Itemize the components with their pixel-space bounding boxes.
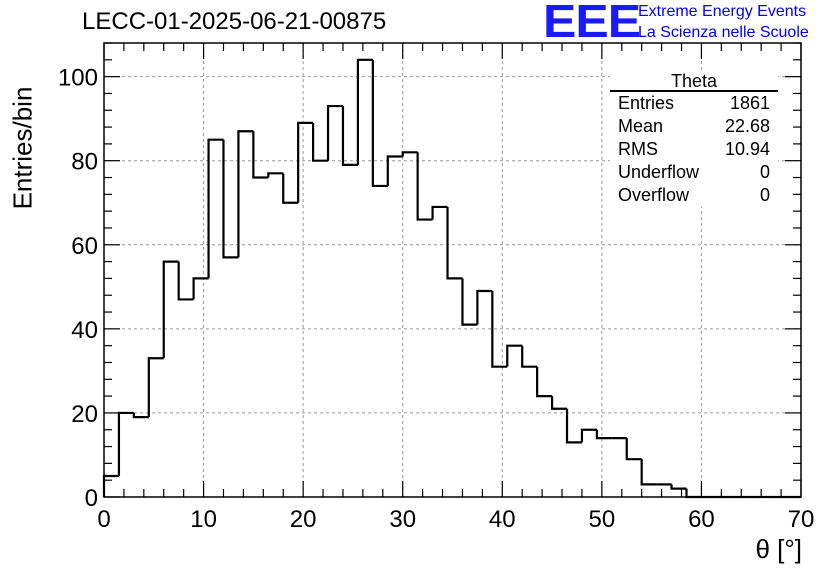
stats-box: Theta Entries 1861 Mean 22.68 RMS 10.94 …	[610, 72, 778, 207]
histogram-bar	[670, 484, 687, 490]
axes	[103, 42, 802, 498]
x-tick-label: 50	[589, 506, 616, 533]
histogram-bar	[640, 459, 657, 486]
x-axis-label: θ [°]	[755, 534, 802, 564]
logo-subtitle-line1: Extreme Energy Events	[638, 3, 807, 20]
histogram-bar	[476, 289, 493, 325]
x-tick-label: 70	[788, 506, 815, 533]
histogram-bar	[207, 138, 224, 279]
eee-logo: EEE	[543, 0, 641, 47]
y-tick-label: 0	[85, 485, 98, 512]
stats-label: Overflow	[618, 185, 690, 205]
histogram-bar	[595, 429, 612, 440]
histogram-bar	[625, 438, 642, 461]
histogram-bar	[237, 130, 254, 258]
histogram-bar	[162, 260, 179, 359]
histogram-bar	[401, 151, 418, 157]
histogram-bar	[267, 172, 284, 178]
histogram-bar	[326, 104, 343, 161]
histogram-bar	[252, 131, 269, 179]
histogram-bar	[685, 488, 702, 499]
x-tick-label: 0	[97, 506, 110, 533]
histogram-bar	[446, 206, 463, 280]
stats-value: 0	[759, 185, 770, 205]
tick-labels: 0 10 20 30 40 50 60 70 0 20 40 60 80 100	[58, 65, 814, 533]
histogram-bar	[386, 155, 403, 186]
stats-value: 10.94	[724, 139, 770, 159]
histogram-bar	[312, 122, 329, 162]
stats-row-rms: RMS 10.94	[610, 138, 778, 161]
stats-label: Entries	[618, 93, 675, 113]
x-tick-label: 40	[489, 506, 516, 533]
histogram-bar	[192, 277, 209, 300]
stats-row-mean: Mean 22.68	[610, 115, 778, 138]
plot-frame	[103, 42, 802, 498]
histogram-bar	[506, 344, 523, 367]
histogram-bar	[536, 366, 553, 398]
chart-title: LECC-01-2025-06-21-00875	[82, 8, 387, 35]
stats-row-entries: Entries 1861	[610, 92, 778, 115]
y-tick-label: 80	[71, 149, 98, 176]
stats-label: Underflow	[618, 162, 700, 182]
histogram-bar	[147, 357, 164, 418]
x-tick-label: 20	[290, 506, 317, 533]
stats-value: 1861	[729, 93, 770, 113]
histogram-bar	[491, 291, 508, 368]
y-tick-label: 100	[58, 65, 98, 92]
stats-row-overflow: Overflow 0	[610, 184, 778, 207]
x-tick-label: 60	[688, 506, 715, 533]
histogram-bar	[371, 59, 388, 188]
stats-value: 0	[759, 162, 770, 182]
stats-value: 22.68	[724, 116, 770, 136]
histogram-bar	[580, 428, 597, 443]
histogram-bar	[416, 152, 433, 221]
histogram-bar	[222, 139, 239, 259]
stats-row-underflow: Underflow 0	[610, 161, 778, 184]
y-tick-label: 60	[71, 233, 98, 260]
histogram-bar	[132, 412, 149, 419]
y-tick-label: 40	[71, 317, 98, 344]
stats-label: Mean	[618, 116, 664, 136]
stats-title: Theta	[610, 72, 778, 92]
histogram-bar	[356, 58, 373, 165]
histogram-bar	[177, 261, 194, 301]
histogram-bar	[117, 411, 134, 476]
histogram-bar	[550, 396, 568, 410]
histogram-bar	[282, 173, 299, 204]
histogram-bar	[461, 278, 478, 326]
x-tick-label: 10	[190, 506, 217, 533]
histogram-bar	[341, 106, 358, 167]
histogram-bar	[521, 345, 538, 368]
histogram-bar	[431, 205, 448, 220]
histogram-bar	[297, 121, 314, 203]
stats-label: RMS	[618, 139, 658, 159]
x-tick-label: 30	[389, 506, 416, 533]
grid-lines	[104, 43, 801, 497]
logo-subtitle-line2: La Scienza nelle Scuole	[638, 24, 809, 41]
histogram-bar	[565, 408, 582, 444]
histogram-bar	[102, 474, 119, 497]
y-tick-label: 20	[71, 401, 98, 428]
